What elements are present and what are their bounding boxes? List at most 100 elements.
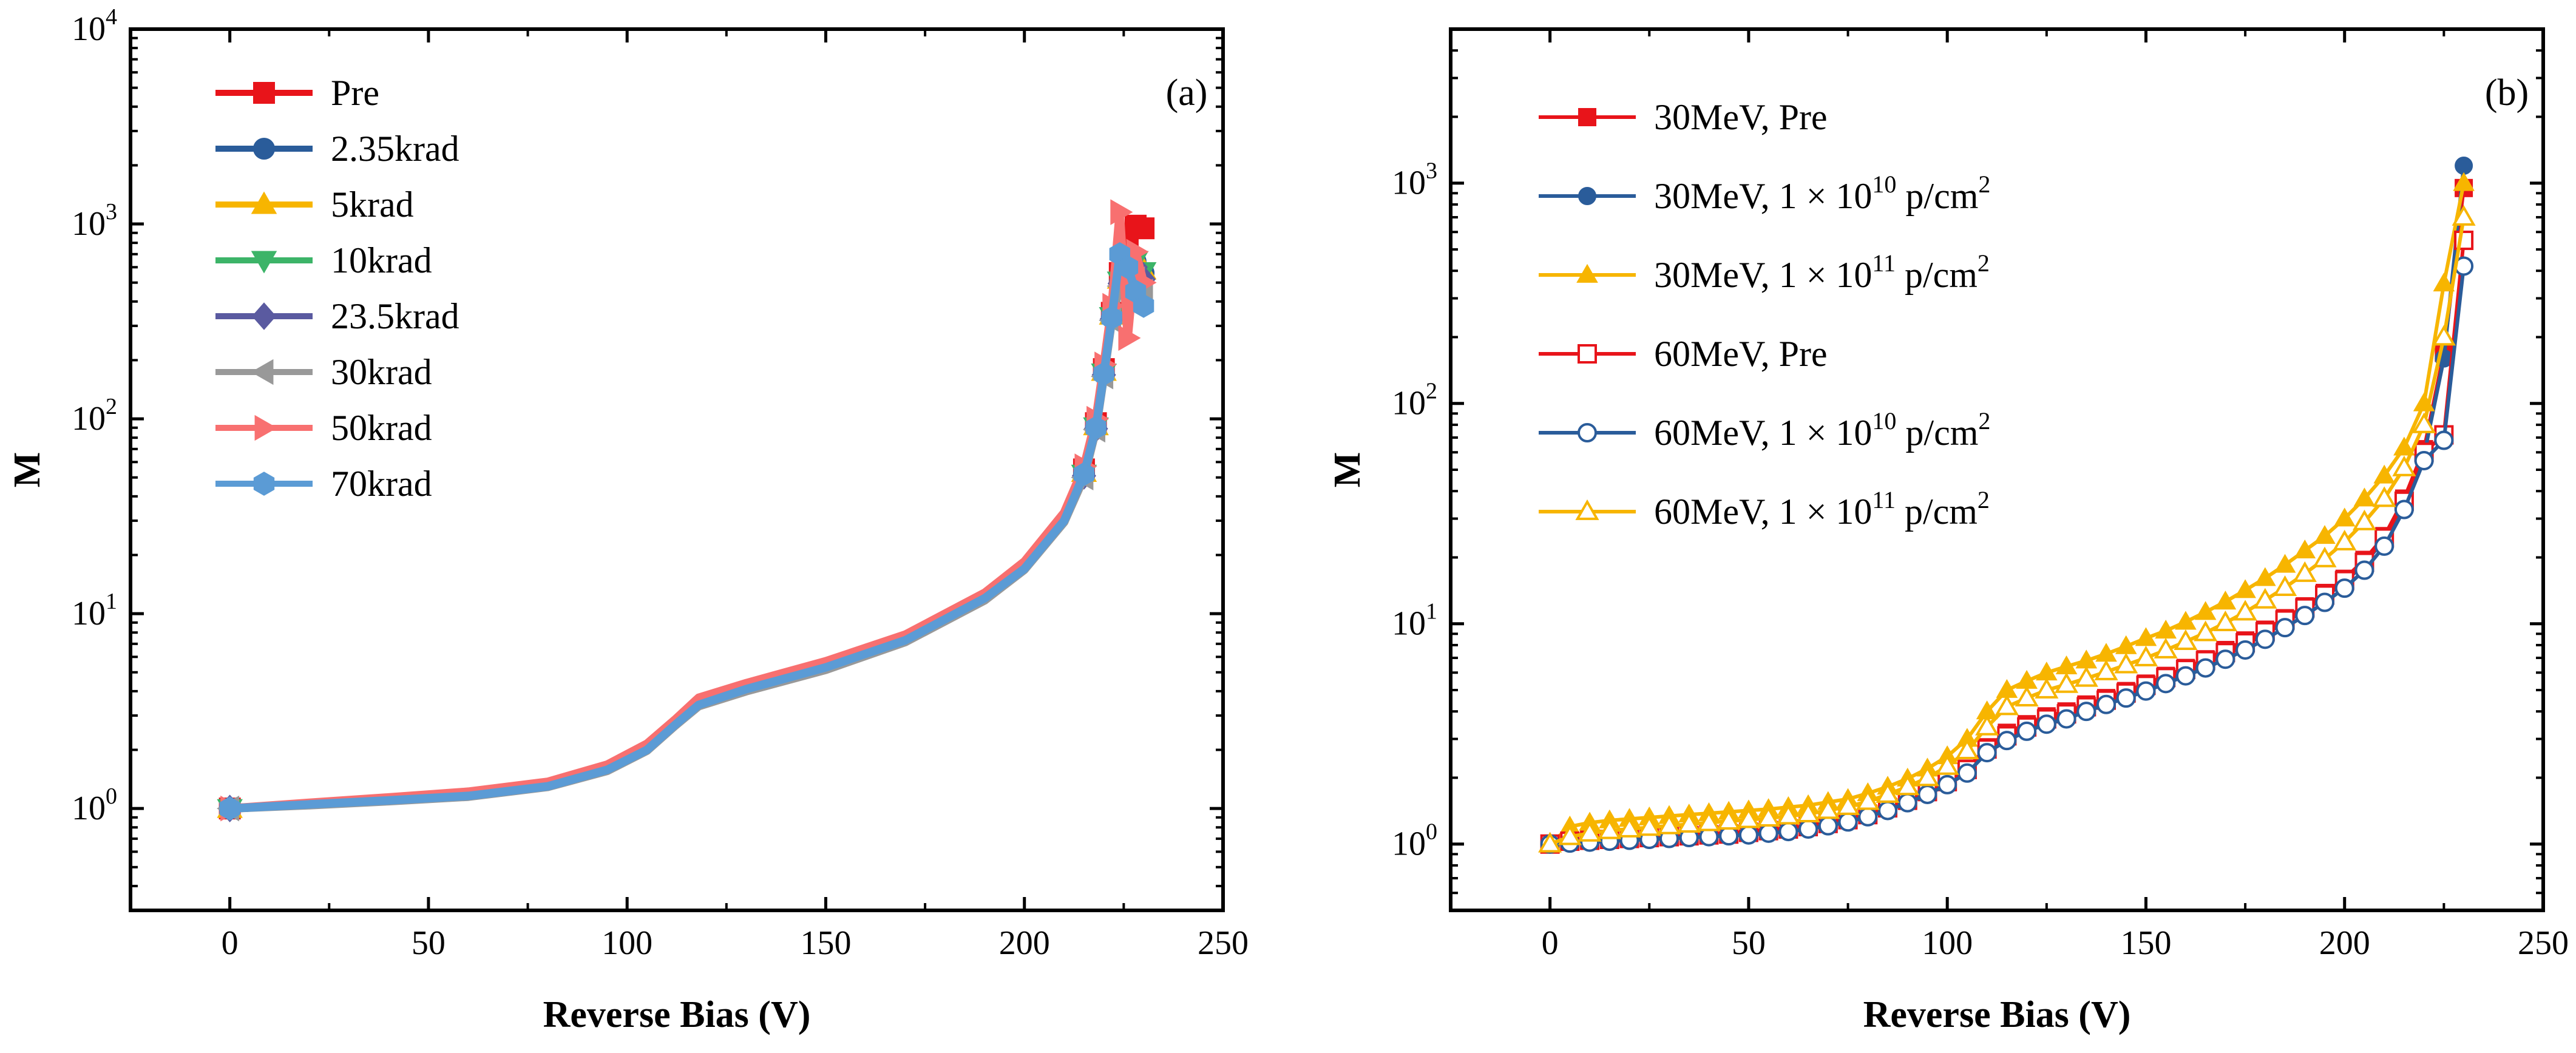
- legend-label: 60MeV, Pre: [1654, 334, 1828, 374]
- legend-marker: [1578, 108, 1596, 126]
- legend-text: 60MeV, 1 × 10: [1654, 492, 1872, 532]
- data-point: [1798, 819, 1818, 839]
- data-point: [2253, 587, 2277, 609]
- data-point: [1717, 808, 1741, 830]
- data-point: [1776, 804, 1800, 825]
- data-point: [2412, 412, 2436, 433]
- data-point: [1858, 807, 1878, 827]
- legend-text-rest: p/cm: [1896, 413, 1978, 453]
- legend-label: 50krad: [331, 408, 432, 448]
- y-tick-exponent: 2: [1426, 379, 1437, 404]
- legend-item: 30MeV, 1 × 1010 p/cm2: [1539, 171, 1990, 216]
- data-point: [1778, 822, 1798, 842]
- data-point: [2194, 601, 2217, 620]
- data-point: [2334, 578, 2354, 598]
- legend-item: 30MeV, 1 × 1011 p/cm2: [1539, 249, 1990, 295]
- data-point: [1677, 811, 1701, 833]
- data-point: [2254, 567, 2276, 586]
- series-line: [229, 256, 1147, 813]
- series-10krad: [217, 251, 1157, 822]
- data-point: [2354, 560, 2374, 580]
- data-point: [1737, 807, 1761, 828]
- legend: Pre 2.35krad 5krad 10krad 23.5krad 30krad 50kr…: [215, 73, 459, 504]
- legend-label: 10krad: [331, 240, 432, 280]
- data-point: [2094, 659, 2118, 680]
- y-tick-exponent: 0: [106, 784, 117, 809]
- data-point: [1997, 731, 2017, 751]
- x-tick-label: 200: [999, 924, 1050, 962]
- data-point: [2333, 529, 2357, 550]
- data-point: [1876, 782, 1900, 803]
- data-point: [2373, 464, 2396, 484]
- data-point: [1093, 362, 1114, 386]
- data-point: [2394, 499, 2414, 520]
- legend-sup2: 2: [1978, 171, 1990, 198]
- y-tick-exponent: 3: [1426, 158, 1437, 184]
- legend-sup2: 2: [1978, 249, 1990, 277]
- data-point: [2274, 554, 2296, 573]
- legend-text: 60MeV, 1 × 10: [1654, 413, 1872, 453]
- data-point: [2315, 592, 2334, 612]
- data-point: [1133, 294, 1154, 318]
- data-point: [2175, 611, 2197, 630]
- data-point: [1995, 694, 2019, 716]
- legend-marker: [251, 302, 277, 330]
- data-point: [1896, 774, 1920, 796]
- x-axis-title: Reverse Bias (V): [1863, 994, 2131, 1035]
- data-point: [1696, 810, 1721, 831]
- data-point: [1856, 789, 1880, 810]
- y-tick-base: 10: [72, 400, 106, 438]
- data-point: [2235, 640, 2256, 660]
- data-point: [1598, 818, 1622, 839]
- y-axis-title: M: [7, 452, 48, 488]
- x-axis-title: Reverse Bias (V): [543, 994, 811, 1035]
- data-point: [2174, 629, 2198, 651]
- x-tick-label: 100: [1922, 924, 1973, 962]
- y-tick-label: 103: [72, 199, 117, 243]
- data-point: [1110, 199, 1133, 225]
- data-point: [2434, 430, 2454, 450]
- legend-sup: 10: [1872, 407, 1896, 435]
- legend-item: 30MeV, Pre: [1539, 97, 1828, 137]
- legend-sup: 11: [1872, 249, 1896, 277]
- data-point: [2294, 539, 2316, 558]
- data-point: [2154, 637, 2178, 659]
- y-tick-label: 102: [1392, 379, 1437, 422]
- legend-marker: [251, 251, 277, 274]
- data-point: [2432, 325, 2456, 346]
- data-point: [2234, 579, 2256, 598]
- plot-area: [217, 199, 1157, 822]
- data-point: [1578, 821, 1602, 842]
- legend-marker: [251, 359, 274, 385]
- legend-text-rest: p/cm: [1896, 176, 1978, 216]
- data-point: [1557, 824, 1582, 845]
- legend-label: 30krad: [331, 352, 432, 392]
- legend-text-rest: p/cm: [1896, 492, 1978, 532]
- data-point: [2214, 591, 2237, 610]
- data-point: [1816, 798, 1840, 819]
- data-point: [1975, 714, 1999, 736]
- data-point: [2255, 629, 2275, 649]
- data-point: [2233, 600, 2257, 621]
- panel-label: (a): [1166, 72, 1208, 113]
- series-30krad: [217, 260, 1153, 822]
- plot-frame: [1449, 27, 2545, 912]
- legend-label: 23.5krad: [331, 296, 459, 336]
- data-point: [1758, 823, 1778, 843]
- x-tick-label: 0: [222, 924, 239, 962]
- legend-item: 30krad: [215, 352, 432, 392]
- data-point: [1835, 794, 1860, 815]
- legend-marker: [253, 472, 275, 496]
- legend-item: Pre: [215, 73, 379, 113]
- data-point: [2314, 525, 2336, 544]
- data-point: [2374, 536, 2395, 556]
- data-point: [2393, 436, 2415, 456]
- y-tick-exponent: 1: [106, 589, 117, 614]
- legend-label: 30MeV, Pre: [1654, 97, 1828, 137]
- data-point: [2114, 652, 2138, 674]
- plot-frame: [129, 27, 1225, 912]
- data-point: [1915, 765, 1940, 787]
- data-point: [2136, 681, 2156, 701]
- data-point: [2275, 618, 2295, 638]
- legend-item: 50krad: [215, 408, 432, 448]
